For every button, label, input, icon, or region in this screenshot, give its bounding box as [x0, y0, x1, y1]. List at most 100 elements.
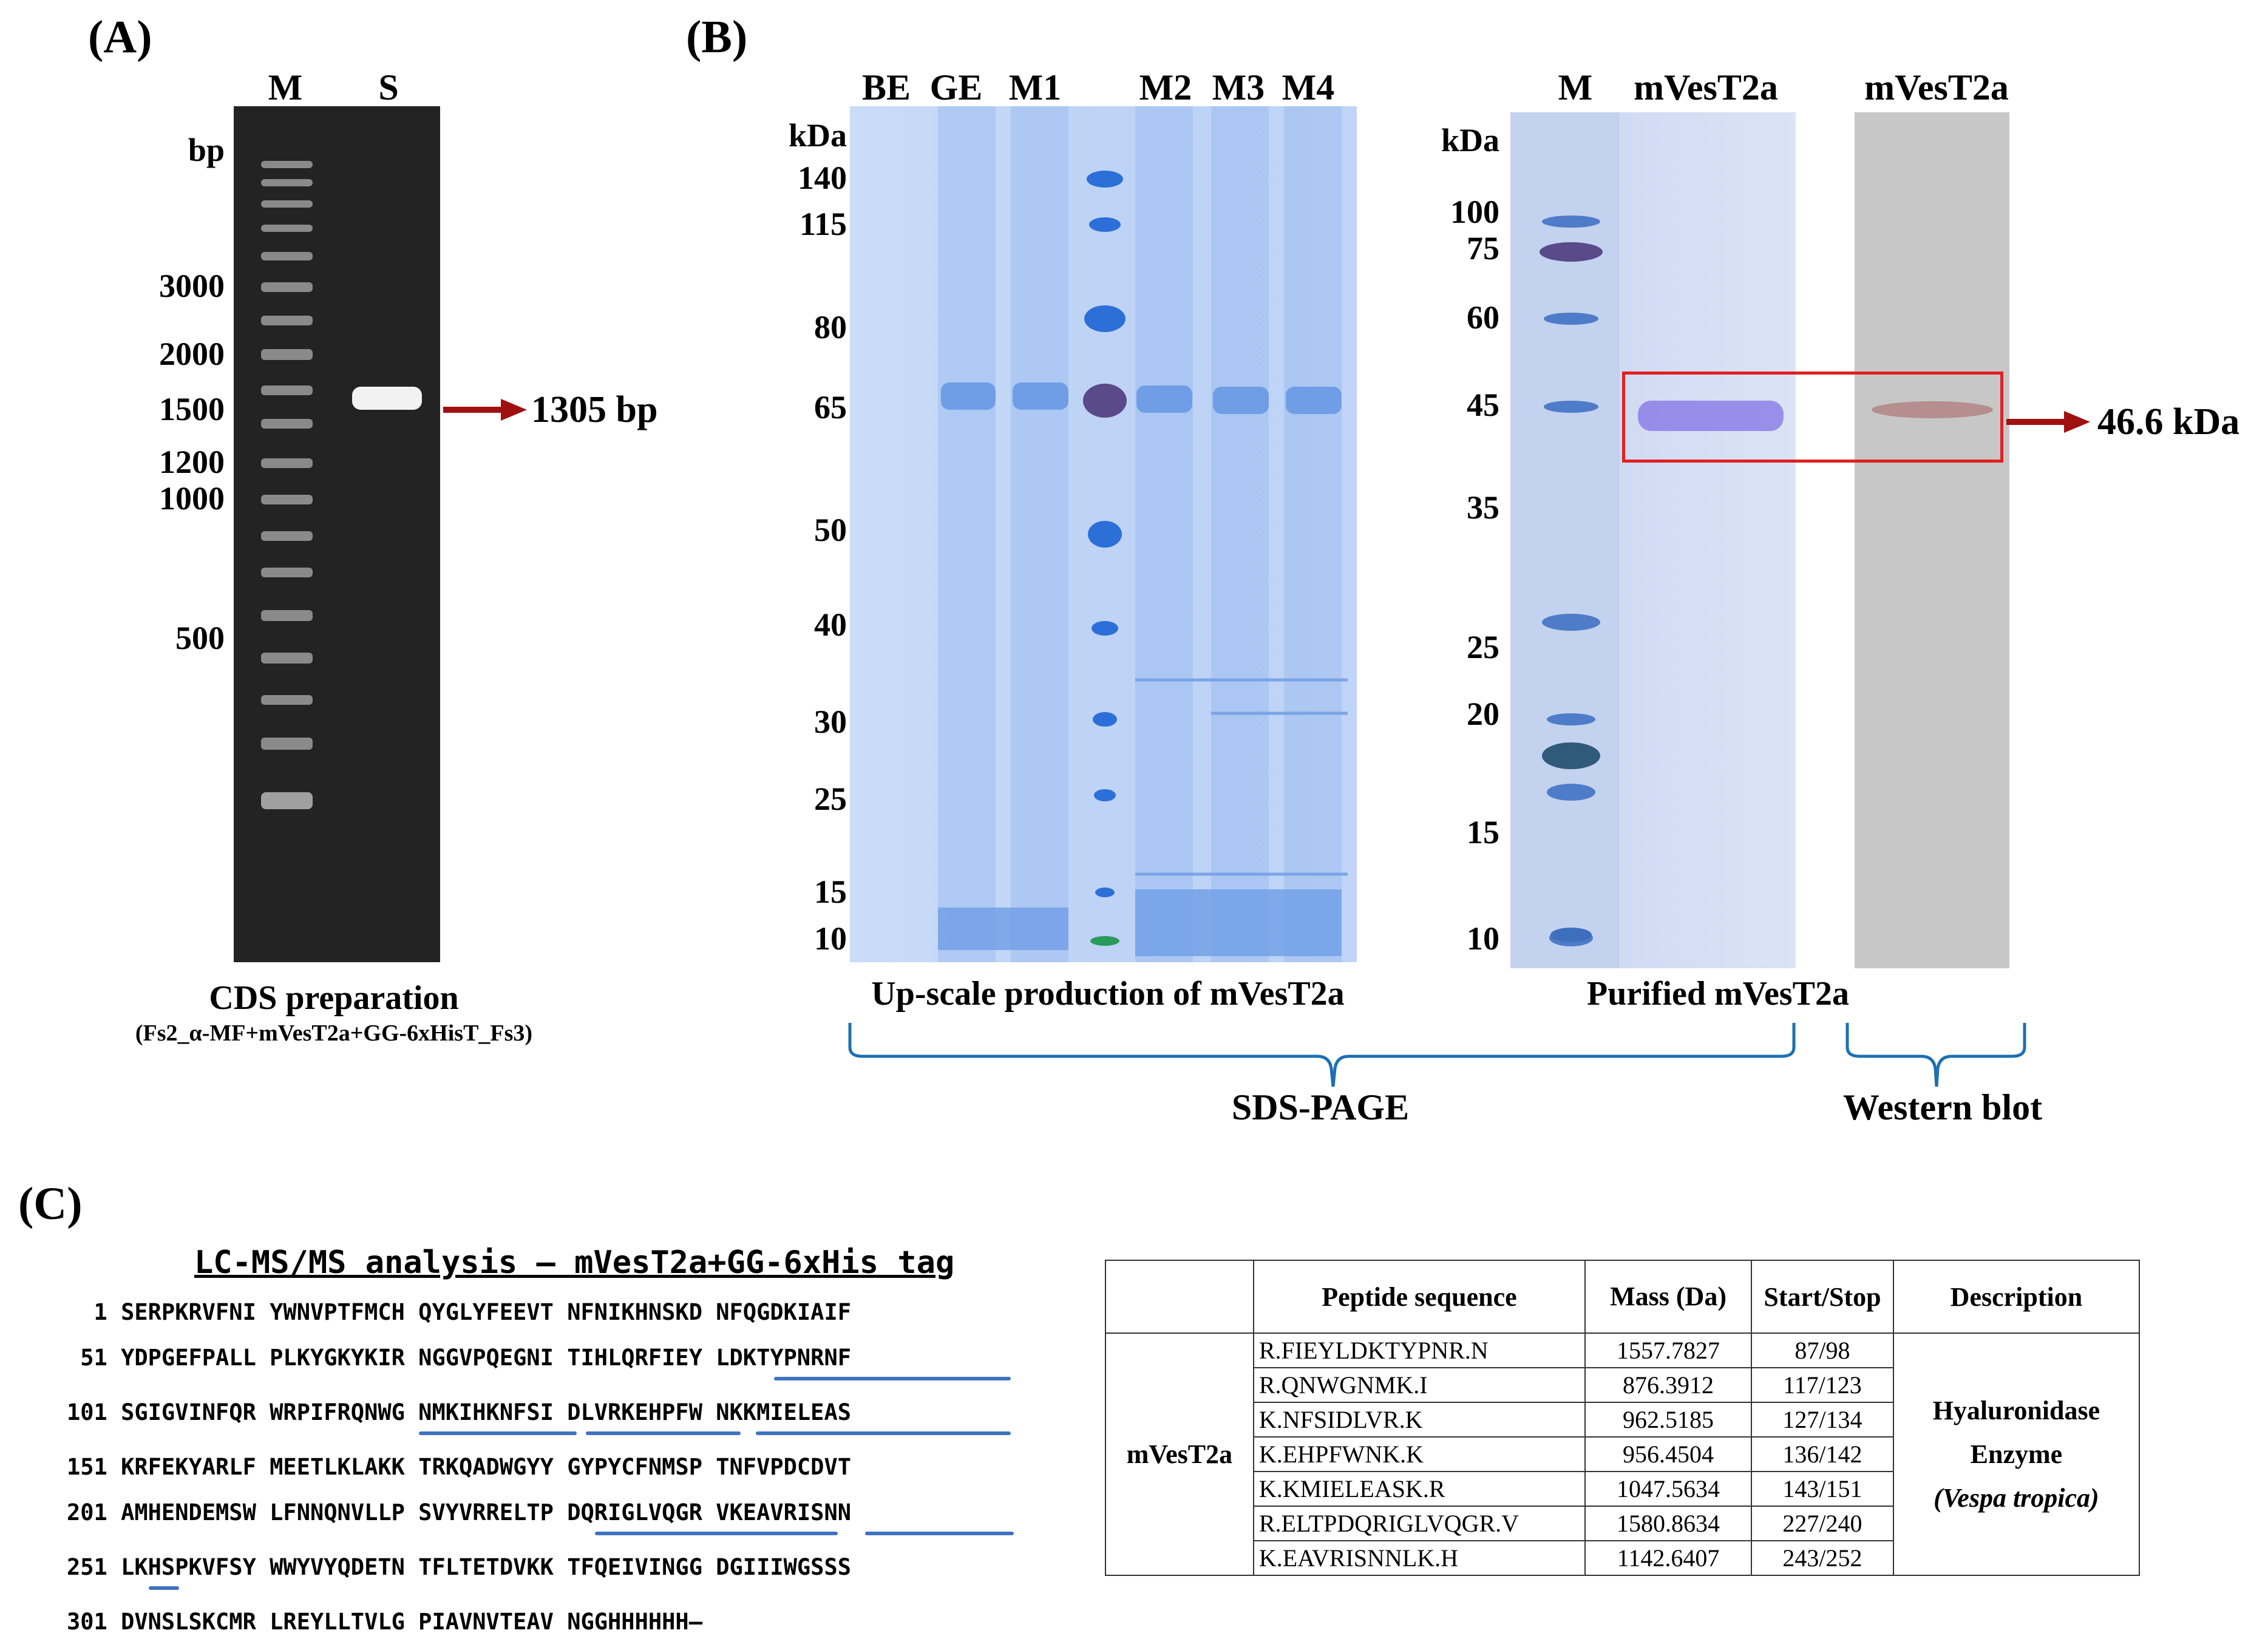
- kda2-45: 45: [1467, 387, 1499, 423]
- caption-cds: CDS preparation: [209, 979, 459, 1017]
- peptide-table: Peptide sequence Mass (Da) Start/Stop De…: [1105, 1260, 2141, 1576]
- peptide-cell: R.QNWGNMK.I: [1252, 1367, 1586, 1403]
- size-annotation-46: 46.6 kDa: [2097, 401, 2240, 443]
- seq-line-101: 101 SGIGVINFQR WRPIFRQNWG NMKIHKNFSI DLV…: [67, 1399, 852, 1425]
- purified-ladder-bands: [1540, 216, 1603, 946]
- start-stop-cell: 127/134: [1751, 1402, 1894, 1438]
- sds-gel-upscale: [850, 106, 1357, 962]
- description-line: Hyaluronidase: [1932, 1395, 2100, 1425]
- western-blot: [1855, 112, 2009, 968]
- table-row: R.ELTPDQRIGLVQGR.V 1580.8634 227/240: [1105, 1506, 2139, 1541]
- mass-cell: 1047.5634: [1584, 1471, 1753, 1507]
- peptide-cell: K.EHPFWNK.K: [1252, 1436, 1586, 1472]
- kda2-25: 25: [1467, 629, 1499, 665]
- kda-10: 10: [814, 920, 847, 957]
- seq-line-51: 51 YDPGEFPALL PLKYGKYKIR NGGVPQEGNI TIHL…: [67, 1345, 852, 1371]
- bp-3000: 3000: [159, 268, 225, 304]
- lane-label-s: S: [378, 67, 399, 107]
- protein-cell: mVesT2a: [1105, 1333, 1254, 1576]
- subcaption-cds: (Fs2_α-MF+mVesT2a+GG-6xHisT_Fs3): [135, 1020, 533, 1046]
- mass-cell: 1142.6407: [1584, 1540, 1753, 1576]
- peptide-cell: R.FIEYLDKTYPNR.N: [1252, 1333, 1586, 1368]
- unit-kda-gel2: kDa: [1441, 122, 1499, 158]
- description-line: (Vespa tropica): [1934, 1482, 2099, 1513]
- start-stop-cell: 136/142: [1751, 1436, 1894, 1472]
- start-stop-cell: 143/151: [1751, 1471, 1894, 1507]
- kda2-75: 75: [1467, 230, 1499, 267]
- lane-label-m3: M3: [1212, 67, 1265, 107]
- bp-1200: 1200: [159, 444, 225, 480]
- peptide-cell: K.EAVRISNNLK.H: [1252, 1540, 1586, 1576]
- start-stop-cell: 227/240: [1751, 1506, 1894, 1541]
- caption-purified: Purified mVesT2a: [1587, 975, 1849, 1013]
- size-annotation-1305: 1305 bp: [531, 389, 658, 430]
- label-sds-page: SDS-PAGE: [1231, 1087, 1410, 1127]
- kda-40: 40: [814, 606, 847, 643]
- peptide-underline: [419, 1431, 577, 1435]
- table-row: K.NFSIDLVR.K 962.5185 127/134: [1105, 1402, 2139, 1438]
- kda2-60: 60: [1467, 299, 1499, 336]
- highlight-box: [1622, 372, 2003, 463]
- lane-label-m2: M2: [1139, 67, 1192, 107]
- sds-gel-upscale-bands: [938, 106, 1348, 962]
- sds-gel-purified-ladder: [1510, 112, 1620, 968]
- description-line: Enzyme: [1970, 1439, 2063, 1469]
- caption-upscale: Up-scale production of mVesT2a: [871, 975, 1345, 1013]
- table-row: mVesT2a R.FIEYLDKTYPNR.N 1557.7827 87/98 Hya…: [1105, 1333, 2141, 1576]
- mass-cell: 1580.8634: [1584, 1506, 1753, 1541]
- kda2-15: 15: [1467, 814, 1499, 850]
- lane-label-be: BE: [861, 67, 911, 107]
- sds-gel-purified-lane: [1620, 112, 1796, 968]
- peptide-underline: [586, 1431, 741, 1435]
- kda-25: 25: [814, 781, 847, 817]
- header-start-stop: Start/Stop: [1751, 1260, 1894, 1334]
- mass-cell: 876.3912: [1584, 1367, 1753, 1403]
- start-stop-cell: 117/123: [1751, 1367, 1894, 1403]
- kda-65: 65: [814, 389, 847, 426]
- start-stop-cell: 243/252: [1751, 1540, 1894, 1576]
- header-description: Description: [1892, 1260, 2141, 1334]
- mass-cell: 962.5185: [1584, 1402, 1753, 1438]
- seq-line-301: 301 DVNSLSKCMR LREYLLTVLG PIAVNVTEAV NGG…: [67, 1609, 702, 1635]
- kda2-35: 35: [1467, 489, 1499, 526]
- lane-label-mvest2a-blot: mVesT2a: [1864, 67, 2009, 107]
- mass-cell: 956.4504: [1584, 1436, 1753, 1472]
- table-row: R.QNWGNMK.I 876.3912 117/123: [1105, 1367, 2139, 1403]
- table-header-row: Peptide sequence Mass (Da) Start/Stop De…: [1105, 1260, 2141, 1334]
- bp-1500: 1500: [159, 391, 225, 427]
- kda-15: 15: [814, 874, 847, 910]
- kda-30: 30: [814, 704, 847, 740]
- seq-line-251: 251 LKHSPKVFSY WWYVYQDETN TFLTETDVKK TFQ…: [67, 1554, 852, 1580]
- arrow-1305-icon: [443, 399, 527, 421]
- kda-115: 115: [799, 206, 847, 242]
- peptide-underline: [774, 1377, 1011, 1380]
- kda-80: 80: [814, 309, 847, 345]
- panel-b-label: (B): [686, 12, 748, 63]
- peptide-underline: [595, 1532, 838, 1535]
- lane-label-mvest2a-gel: mVesT2a: [1634, 67, 1778, 107]
- panel-a-label: (A): [88, 12, 152, 63]
- agarose-bands: [261, 161, 422, 809]
- header-mass: Mass (Da): [1584, 1260, 1753, 1334]
- description-cell: Hyaluronidase Enzyme (Vespa tropica): [1892, 1333, 2141, 1576]
- sequence-title: LC-MS/MS analysis – mVesT2a+GG-6xHis tag: [194, 1244, 955, 1281]
- start-stop-cell: 87/98: [1751, 1333, 1894, 1368]
- peptide-cell: K.KMIELEASK.R: [1252, 1471, 1586, 1507]
- brace-icon: [848, 1023, 2026, 1087]
- kda2-100: 100: [1450, 194, 1499, 230]
- bp-2000: 2000: [159, 336, 225, 372]
- lane-label-m1: M1: [1008, 67, 1062, 107]
- peptide-underline: [756, 1431, 1011, 1435]
- kda2-10: 10: [1467, 920, 1499, 957]
- bp-1000: 1000: [159, 480, 225, 517]
- kda-50: 50: [814, 512, 847, 548]
- agarose-gel: [234, 106, 440, 962]
- arrow-46-icon: [2006, 411, 2090, 433]
- lane-label-m: M: [268, 67, 303, 107]
- header-peptide: Peptide sequence: [1252, 1260, 1586, 1334]
- purified-band: [1638, 401, 1784, 431]
- header-blank: [1105, 1260, 1254, 1334]
- table-row: K.KMIELEASK.R 1047.5634 143/151: [1105, 1471, 2139, 1507]
- panel-c-label: (C): [18, 1178, 83, 1229]
- label-western-blot: Western blot: [1842, 1087, 2043, 1127]
